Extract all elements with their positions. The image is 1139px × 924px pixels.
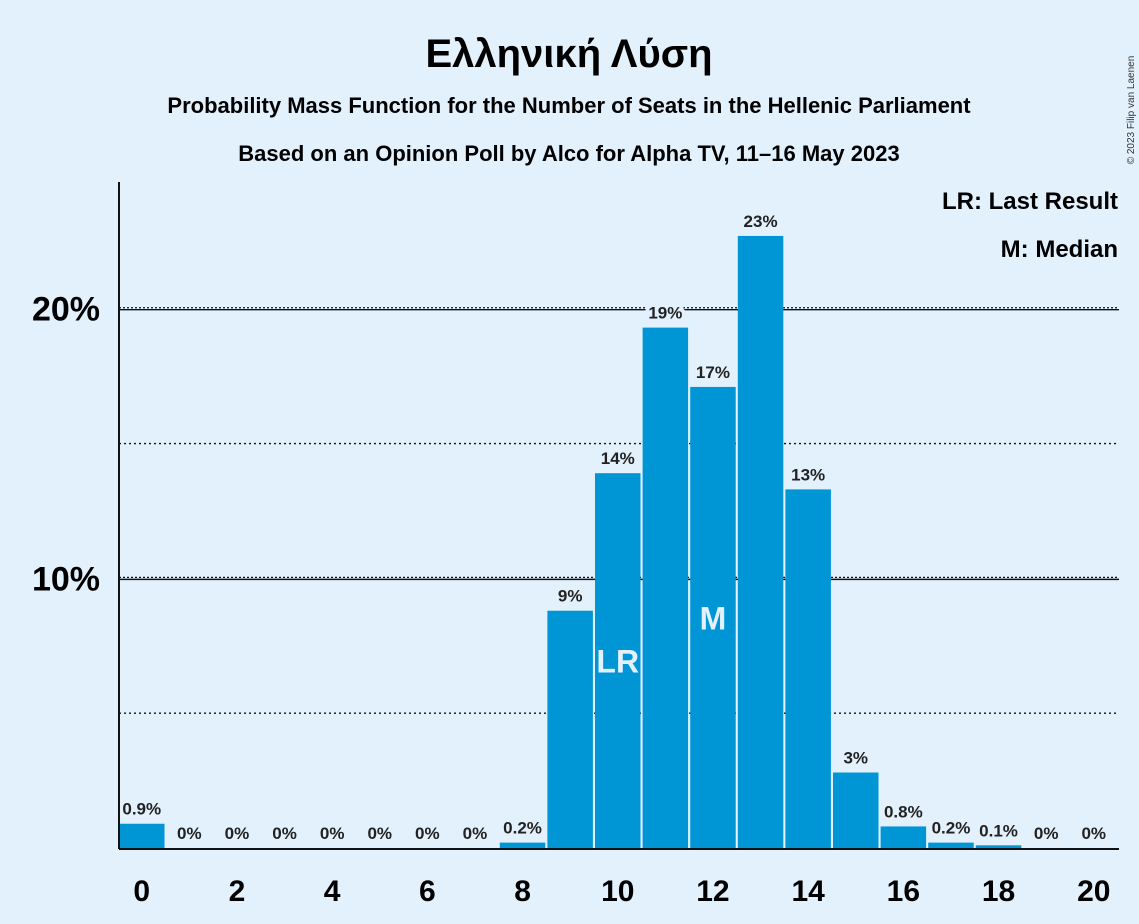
bar-0	[119, 823, 165, 848]
legend-median: M: Median	[1001, 236, 1118, 263]
chart-subtitle-2: Based on an Opinion Poll by Alco for Alp…	[238, 141, 899, 166]
x-tick-label: 20	[1077, 875, 1110, 908]
x-tick-label: 16	[887, 875, 920, 908]
value-label-8: 0.2%	[503, 819, 542, 838]
y-tick-label: 20%	[32, 291, 100, 329]
value-label-4: 0%	[320, 824, 345, 843]
x-tick-label: 4	[324, 875, 341, 908]
bar-17	[928, 842, 974, 848]
chart-subtitle-1: Probability Mass Function for the Number…	[167, 93, 971, 118]
bar-14	[785, 489, 831, 848]
x-tick-label: 10	[601, 875, 634, 908]
value-label-15: 3%	[843, 749, 868, 768]
bars	[119, 235, 1022, 848]
bar-9	[547, 610, 593, 848]
value-label-10: 14%	[601, 449, 635, 468]
value-label-3: 0%	[272, 824, 297, 843]
bar-10	[595, 473, 641, 848]
x-tick-label: 0	[133, 875, 150, 908]
value-label-20: 0%	[1081, 824, 1106, 843]
copyright-text: © 2023 Filip van Laenen	[1126, 56, 1137, 165]
value-label-1: 0%	[177, 824, 202, 843]
value-label-2: 0%	[225, 824, 250, 843]
legend-last-result: LR: Last Result	[942, 188, 1118, 215]
chart-title: Ελληνική Λύση	[425, 32, 712, 76]
value-label-5: 0%	[367, 824, 392, 843]
bar-8	[499, 842, 546, 848]
bar-18	[975, 845, 1022, 848]
bar-12	[690, 386, 736, 848]
bar-16	[880, 826, 927, 848]
x-tick-label: 8	[514, 875, 531, 908]
value-label-19: 0%	[1034, 824, 1059, 843]
value-labels: 0.9% 0% 0% 0% 0% 0% 0% 0% 0.2% 9% 14% 19% 17% 23% 13% 3…	[118, 208, 1110, 847]
value-label-6: 0%	[415, 824, 440, 843]
x-tick-label: 14	[791, 875, 825, 908]
value-label-18: 0.1%	[979, 821, 1018, 840]
x-tick-label: 2	[229, 875, 246, 908]
bar-marker-lr: LR	[596, 644, 639, 680]
value-label-7: 0%	[463, 824, 488, 843]
x-tick-label: 12	[696, 875, 729, 908]
bar-11	[642, 327, 689, 848]
value-label-11: 19%	[648, 304, 682, 323]
value-label-9: 9%	[558, 587, 583, 606]
bar-15	[833, 772, 879, 848]
value-label-0: 0.9%	[122, 800, 161, 819]
value-label-14: 13%	[791, 465, 825, 484]
x-tick-label: 18	[982, 875, 1015, 908]
y-tick-label: 10%	[32, 560, 100, 598]
axes: 10% 20% 0 2 4 6 8 10 12 14 16 18 20	[32, 182, 1119, 908]
x-tick-label: 6	[419, 875, 436, 908]
value-label-12: 17%	[696, 363, 730, 382]
value-label-17: 0.2%	[932, 819, 971, 838]
bar-13	[737, 235, 784, 848]
bar-marker-m: M	[700, 600, 727, 636]
value-label-13: 23%	[744, 212, 778, 231]
value-label-16: 0.8%	[884, 802, 923, 821]
